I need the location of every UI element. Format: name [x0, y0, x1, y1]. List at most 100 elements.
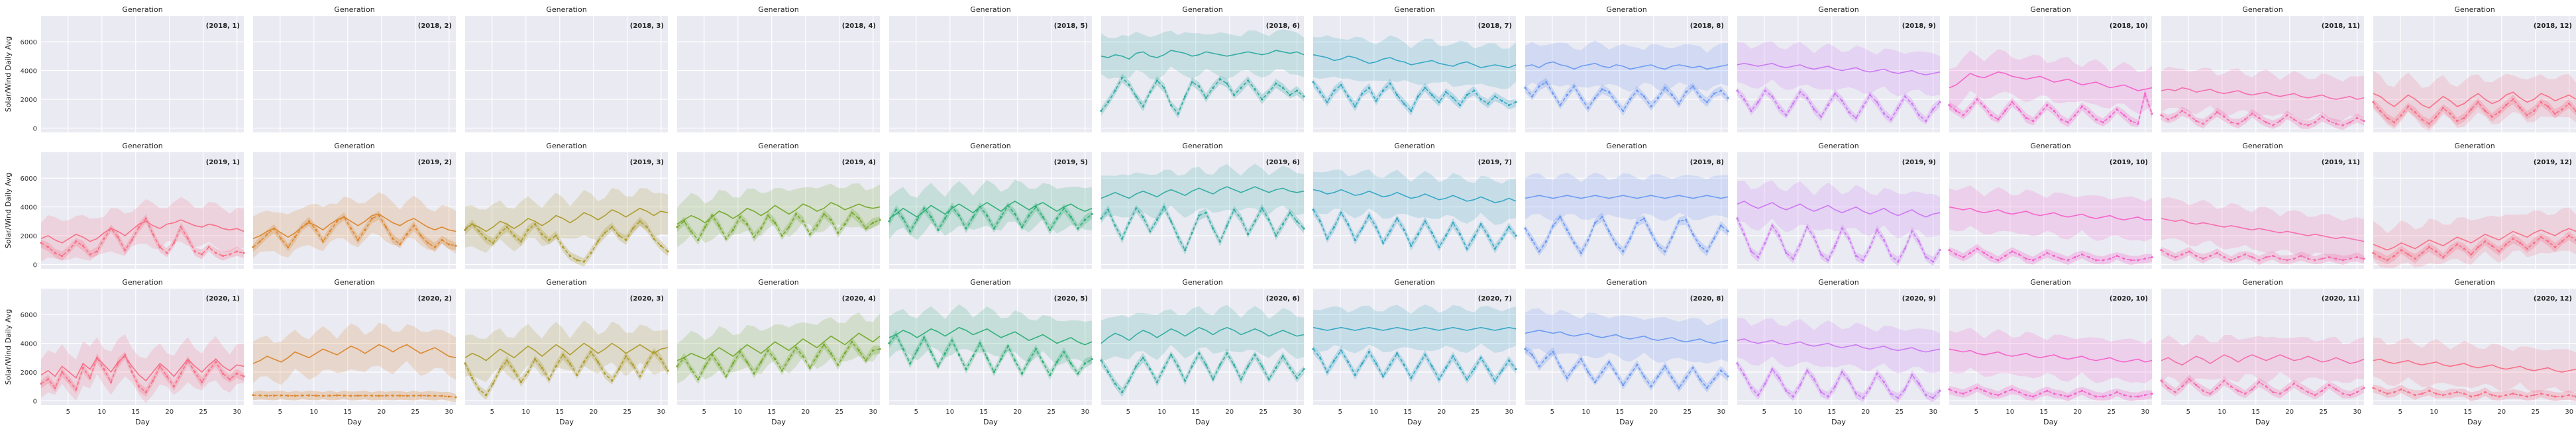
data-point — [1361, 92, 1364, 95]
data-point — [413, 224, 415, 227]
data-point — [2328, 256, 2330, 259]
data-point — [2407, 391, 2410, 394]
y-axis-label: Solar/Wind Daily Avg — [4, 309, 13, 385]
data-point — [1785, 252, 1788, 254]
data-point — [1670, 236, 1674, 238]
data-point — [1375, 226, 1377, 228]
dashed-series-confidence-band — [2373, 230, 2576, 265]
y-axis-label: Solar/Wind Daily Avg — [4, 36, 13, 113]
facet-title: Generation — [2242, 5, 2282, 14]
data-point — [930, 351, 932, 354]
facet-title: Generation — [1818, 278, 1858, 287]
data-point — [2379, 256, 2382, 259]
data-point — [780, 369, 783, 372]
panel-background — [1313, 289, 1516, 405]
data-point — [1354, 373, 1356, 376]
data-point — [2553, 246, 2556, 249]
data-point — [193, 371, 196, 373]
panel-background — [465, 16, 668, 132]
data-point — [2137, 259, 2139, 262]
data-point — [2306, 124, 2310, 126]
data-point — [1289, 366, 1291, 369]
data-point — [1969, 107, 1972, 109]
data-point — [1347, 361, 1350, 363]
data-point — [2060, 394, 2063, 397]
data-point — [1326, 237, 1328, 240]
data-point — [40, 242, 42, 244]
panel-label: (2018, 2) — [418, 23, 452, 30]
data-point — [2258, 259, 2261, 262]
data-point — [533, 358, 537, 361]
solid-series-line — [1525, 61, 1729, 70]
data-point — [1438, 101, 1440, 103]
data-point — [2561, 395, 2563, 398]
data-point — [266, 233, 268, 236]
x-tick-label: 25 — [835, 408, 843, 416]
data-point — [1333, 359, 1336, 362]
data-point — [2335, 122, 2337, 125]
panel-label: (2019, 6) — [1266, 159, 1300, 166]
data-point — [2080, 105, 2084, 108]
data-point — [1566, 228, 1568, 231]
data-point — [2237, 122, 2239, 125]
data-point — [1493, 247, 1496, 250]
x-tick-label: 15 — [555, 408, 564, 416]
data-point — [816, 224, 818, 227]
data-point — [1515, 101, 1517, 103]
data-point — [1473, 368, 1476, 371]
data-point — [1020, 372, 1024, 375]
data-point — [478, 388, 480, 391]
data-point — [2484, 109, 2487, 113]
solid-series-confidence-band — [1101, 164, 1304, 220]
facet-panel: Generation (2020, 6) 5 10 15 20 25 30 Day — [1100, 278, 1305, 426]
panel-label: (2019, 4) — [842, 159, 876, 166]
data-point — [2004, 391, 2007, 394]
data-point — [2400, 388, 2402, 391]
solid-series-line — [1737, 201, 1941, 218]
data-point — [1361, 362, 1364, 365]
data-point — [1155, 218, 1159, 221]
data-point — [667, 369, 669, 372]
data-point — [1312, 348, 1315, 350]
data-point — [1705, 387, 1708, 389]
data-point — [888, 220, 890, 222]
panel-background — [41, 152, 244, 269]
data-point — [1452, 355, 1454, 358]
data-point — [1507, 226, 1511, 228]
data-point — [725, 375, 727, 378]
x-tick-label: 30 — [2565, 408, 2573, 416]
data-point — [2237, 389, 2239, 392]
data-point — [2363, 387, 2365, 389]
data-point — [590, 252, 592, 254]
data-point — [582, 260, 585, 263]
data-point — [1063, 351, 1065, 354]
panel-background — [2161, 16, 2364, 132]
data-point — [464, 362, 466, 365]
x-tick-label: 25 — [623, 408, 631, 416]
dashed-series-line — [888, 334, 1093, 377]
data-point — [965, 368, 967, 371]
data-point — [923, 207, 926, 210]
data-point — [2195, 254, 2198, 258]
solid-series-confidence-band — [465, 320, 668, 383]
facet-panel: Generation (2019, 7) — [1312, 142, 1517, 269]
data-point — [294, 395, 296, 397]
data-point — [690, 368, 692, 371]
facet-title: Generation — [1818, 142, 1858, 150]
data-point — [1163, 366, 1165, 369]
data-point — [1778, 377, 1780, 379]
x-tick-label: 25 — [1047, 408, 1055, 416]
y-tick-label: 6000 — [21, 312, 37, 319]
dashed-series-confidence-band — [1101, 73, 1304, 119]
solid-series-line — [2161, 87, 2365, 100]
data-point — [1976, 247, 1978, 250]
data-point — [46, 246, 50, 249]
dashed-series-confidence-band — [1313, 346, 1516, 386]
data-point — [1254, 220, 1256, 222]
y-tick-label: 2000 — [21, 233, 37, 240]
data-point — [2174, 256, 2176, 259]
data-point — [1191, 81, 1193, 83]
data-point — [1608, 230, 1611, 233]
panel-background — [1949, 152, 2152, 269]
data-point — [1479, 98, 1482, 101]
